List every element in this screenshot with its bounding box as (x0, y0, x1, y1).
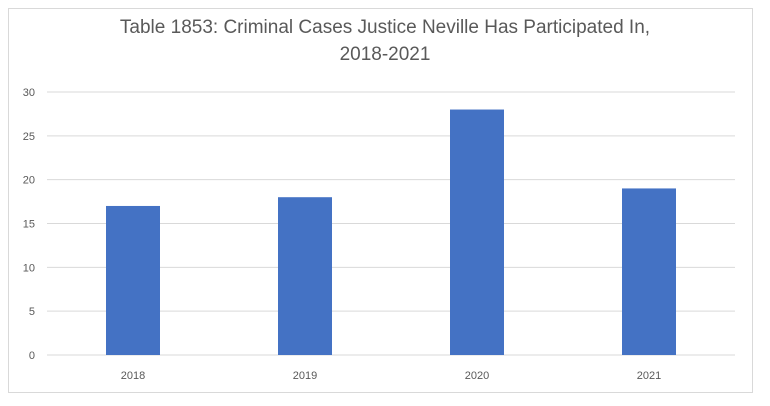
x-tick-label-2018: 2018 (121, 370, 145, 382)
x-tick-label-2019: 2019 (293, 370, 317, 382)
y-axis-ticks: 0 5 10 15 20 25 30 (23, 87, 35, 362)
bar-2018 (106, 205, 160, 355)
y-tick-label: 30 (23, 87, 35, 99)
chart-title-line-2: 2018-2021 (339, 44, 431, 65)
x-tick-label-2021: 2021 (637, 370, 661, 382)
bar-2021 (622, 188, 676, 355)
y-tick-label: 0 (29, 350, 35, 362)
x-axis-ticks: 2018 2019 2020 2021 (121, 370, 661, 382)
chart-title-line-1: Table 1853: Criminal Cases Justice Nevil… (119, 17, 651, 38)
chart-title: Table 1853: Criminal Cases Justice Nevil… (0, 14, 770, 68)
gridlines (47, 91, 735, 356)
y-tick-label: 5 (29, 306, 35, 318)
y-tick-label: 20 (23, 175, 35, 187)
x-tick-label-2020: 2020 (465, 370, 489, 382)
y-tick-label: 25 (23, 131, 35, 143)
bar-2019 (278, 197, 332, 355)
bar-2020 (450, 109, 504, 356)
y-tick-label: 10 (23, 262, 35, 274)
y-tick-label: 15 (23, 219, 35, 231)
bars (106, 109, 676, 356)
